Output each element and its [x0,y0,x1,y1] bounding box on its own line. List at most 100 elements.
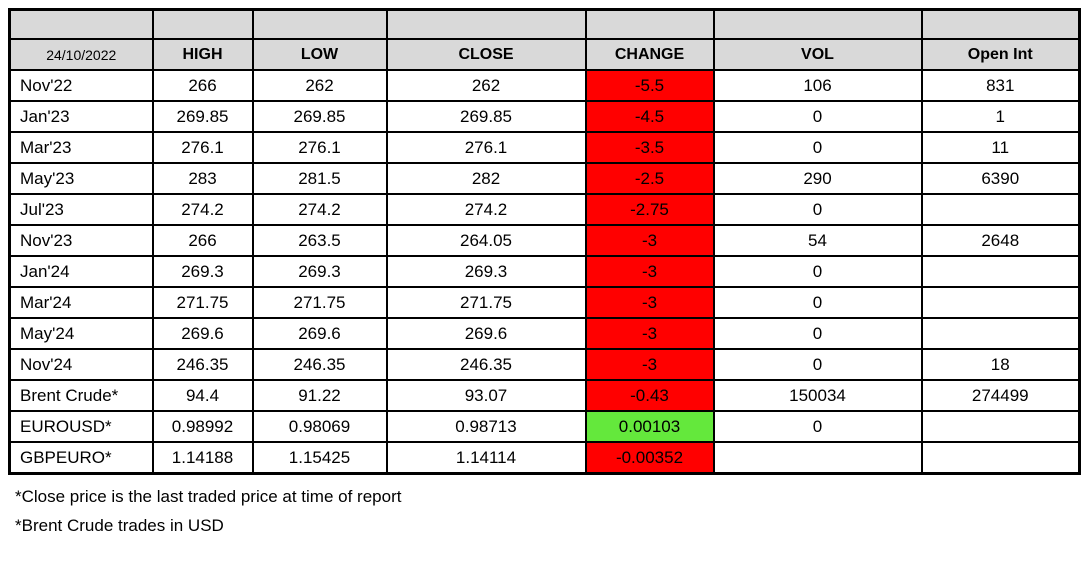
open-int-cell [920,317,1081,350]
blank-header-cell [251,8,388,40]
contract-label-cell: Nov'22 [8,69,154,102]
low-cell: 0.98069 [251,410,388,443]
open-int-cell [920,193,1081,226]
table-row: Nov'23 266 263.5 264.05 -3 54 2648 [8,224,1081,257]
footnotes: *Close price is the last traded price at… [8,482,1087,540]
footnote-close-price: *Close price is the last traded price at… [15,487,402,506]
contract-label-cell: Nov'24 [8,348,154,381]
close-cell: 282 [385,162,587,195]
vol-cell: 0 [712,255,923,288]
low-cell: 246.35 [251,348,388,381]
table-row: Mar'23 276.1 276.1 276.1 -3.5 0 11 [8,131,1081,164]
blank-header-cell [151,8,254,40]
close-cell: 264.05 [385,224,587,257]
blank-header-cell [584,8,715,40]
high-cell: 246.35 [151,348,254,381]
contract-label-cell: Jul'23 [8,193,154,226]
low-cell: 263.5 [251,224,388,257]
vol-cell: 54 [712,224,923,257]
column-header-change: CHANGE [584,38,715,71]
vol-cell: 0 [712,410,923,443]
table-row: May'23 283 281.5 282 -2.5 290 6390 [8,162,1081,195]
table-body: Nov'22 266 262 262 -5.5 106 831 Jan'23 269.85 269… [8,69,1081,475]
change-cell: -0.43 [584,379,715,412]
change-cell: -0.00352 [584,441,715,475]
contract-label-cell: Nov'23 [8,224,154,257]
contract-label-cell: May'24 [8,317,154,350]
low-cell: 1.15425 [251,441,388,475]
low-cell: 262 [251,69,388,102]
open-int-cell [920,286,1081,319]
table-row: Mar'24 271.75 271.75 271.75 -3 0 [8,286,1081,319]
close-cell: 269.6 [385,317,587,350]
change-cell: -3 [584,255,715,288]
low-cell: 274.2 [251,193,388,226]
close-cell: 274.2 [385,193,587,226]
change-cell: -3.5 [584,131,715,164]
change-cell: -4.5 [584,100,715,133]
change-cell: -3 [584,224,715,257]
change-cell: -3 [584,348,715,381]
close-cell: 93.07 [385,379,587,412]
table-row: Nov'24 246.35 246.35 246.35 -3 0 18 [8,348,1081,381]
close-cell: 1.14114 [385,441,587,475]
low-cell: 281.5 [251,162,388,195]
change-cell: -3 [584,317,715,350]
futures-price-table: 24/10/2022 HIGH LOW CLOSE CHANGE VOL Ope… [8,8,1081,475]
contract-label-cell: Jan'24 [8,255,154,288]
footnote-brent-crude: *Brent Crude trades in USD [15,516,224,535]
change-cell: -3 [584,286,715,319]
open-int-cell [920,441,1081,475]
high-cell: 1.14188 [151,441,254,475]
column-header-high: HIGH [151,38,254,71]
high-cell: 269.85 [151,100,254,133]
table-row: EUROUSD* 0.98992 0.98069 0.98713 0.00103 0 [8,410,1081,443]
close-cell: 269.3 [385,255,587,288]
open-int-cell: 831 [920,69,1081,102]
open-int-cell: 2648 [920,224,1081,257]
open-int-cell: 18 [920,348,1081,381]
high-cell: 271.75 [151,286,254,319]
vol-cell: 0 [712,286,923,319]
open-int-cell [920,410,1081,443]
open-int-cell: 11 [920,131,1081,164]
table-row: Nov'22 266 262 262 -5.5 106 831 [8,69,1081,102]
open-int-cell [920,255,1081,288]
vol-cell [712,441,923,475]
blank-header-row [8,8,1081,40]
contract-label-cell: GBPEURO* [8,441,154,475]
close-cell: 246.35 [385,348,587,381]
low-cell: 269.3 [251,255,388,288]
blank-header-cell [8,8,154,40]
high-cell: 266 [151,224,254,257]
blank-header-cell [920,8,1081,40]
vol-cell: 0 [712,131,923,164]
table-row: Jan'24 269.3 269.3 269.3 -3 0 [8,255,1081,288]
change-cell: -2.75 [584,193,715,226]
vol-cell: 0 [712,193,923,226]
open-int-cell: 274499 [920,379,1081,412]
high-cell: 269.6 [151,317,254,350]
column-header-close: CLOSE [385,38,587,71]
open-int-cell: 1 [920,100,1081,133]
vol-cell: 150034 [712,379,923,412]
close-cell: 0.98713 [385,410,587,443]
contract-label-cell: Mar'23 [8,131,154,164]
close-cell: 262 [385,69,587,102]
table-row: Jul'23 274.2 274.2 274.2 -2.75 0 [8,193,1081,226]
change-cell: 0.00103 [584,410,715,443]
close-cell: 271.75 [385,286,587,319]
high-cell: 283 [151,162,254,195]
column-header-vol: VOL [712,38,923,71]
blank-header-cell [385,8,587,40]
report-date: 24/10/2022 [8,38,154,71]
contract-label-cell: Mar'24 [8,286,154,319]
column-header-low: LOW [251,38,388,71]
high-cell: 266 [151,69,254,102]
contract-label-cell: May'23 [8,162,154,195]
close-cell: 269.85 [385,100,587,133]
table-row: GBPEURO* 1.14188 1.15425 1.14114 -0.00352 [8,441,1081,475]
table-row: Brent Crude* 94.4 91.22 93.07 -0.43 150034 274… [8,379,1081,412]
change-cell: -5.5 [584,69,715,102]
